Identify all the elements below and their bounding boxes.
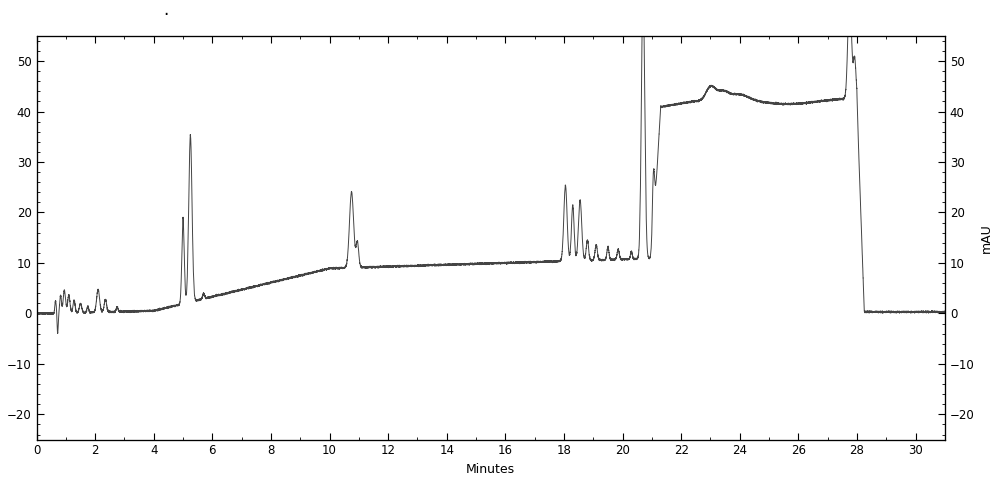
X-axis label: Minutes: Minutes [466, 463, 515, 476]
Text: ·: · [164, 6, 169, 24]
Y-axis label: mAU: mAU [980, 223, 993, 253]
